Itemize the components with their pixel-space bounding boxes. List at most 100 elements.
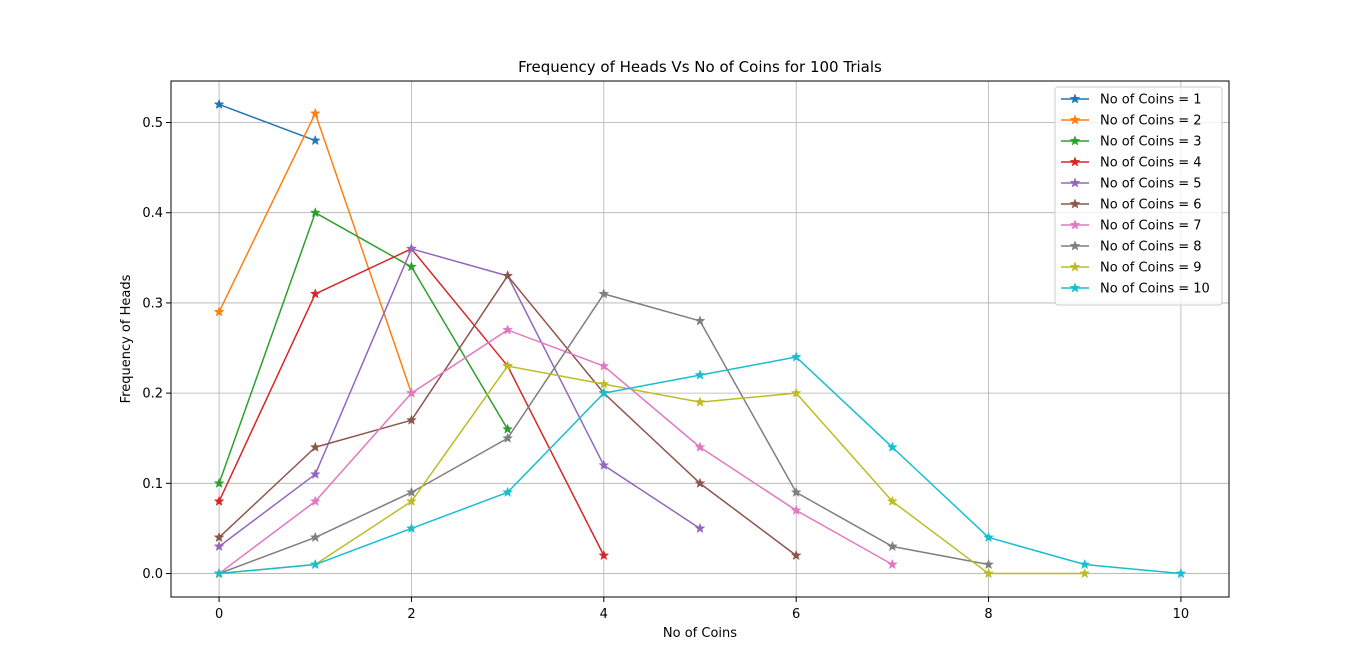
data-point-star [502,423,514,434]
series-line-1 [218,103,316,142]
legend-star-marker [1069,135,1081,146]
data-point-star [406,486,417,497]
data-point-star [694,477,706,488]
series-lines [213,98,1187,579]
y-tick-label: 0.5 [142,116,163,131]
data-point-star [213,567,225,579]
series-6 [213,270,802,561]
data-point-star [502,360,514,371]
x-tick-label: 4 [600,607,608,622]
data-point-star [598,459,610,470]
data-point-star [213,531,225,543]
legend-item: No of Coins = 5 [1061,177,1202,192]
data-point-star [213,477,225,488]
legend-star-marker [1069,198,1081,209]
data-point-star [983,531,994,543]
legend-label: No of Coins = 9 [1100,261,1202,276]
x-tick-label: 6 [792,607,800,622]
data-point-star [694,369,706,380]
legend-label: No of Coins = 2 [1100,114,1202,129]
legend-item: No of Coins = 6 [1061,198,1202,213]
data-point-star [213,540,225,552]
plot-area-frame [170,80,1230,598]
data-point-star [309,531,321,543]
data-point-star [502,270,514,281]
y-axis-ticks: 0.0 0.1 0.2 0.3 0.4 0.5 [142,116,171,582]
data-point-star [886,495,898,506]
legend-item: No of Coins = 3 [1061,135,1202,150]
data-point-star [983,567,994,579]
data-point-star [502,486,514,497]
data-point-star [406,261,417,272]
legend-star-marker [1069,114,1081,125]
x-tick-label: 0 [215,607,223,622]
legend-item: No of Coins = 7 [1061,219,1202,234]
data-point-star [406,243,417,254]
legend-label: No of Coins = 5 [1100,177,1202,192]
series-line-9 [219,365,1085,575]
data-point-star [886,540,898,552]
data-point-star [598,387,610,398]
legend-star-marker [1069,177,1081,188]
data-point-star [309,107,321,119]
legend-item: No of Coins = 1 [1061,93,1202,108]
data-point-star [694,522,706,534]
y-tick-label: 0.4 [142,206,163,221]
data-point-star [406,522,417,534]
y-tick-label: 0.2 [142,387,163,402]
data-point-star [694,441,706,452]
data-point-star [790,351,802,362]
data-point-star [790,486,802,497]
legend-star-marker [1069,156,1081,167]
data-point-star [1079,558,1091,570]
legend-item: No of Coins = 9 [1061,261,1202,276]
data-point-star [790,549,802,561]
series-line-7 [218,329,893,575]
legend: No of Coins = 1 No of Coins = 2 No of Coin… [1054,86,1223,306]
data-point-star [598,288,610,299]
y-tick-label: 0.0 [142,567,163,582]
data-point-star [886,441,898,452]
legend-star-marker [1069,219,1081,230]
legend-box [1054,86,1223,306]
series-1 [213,98,321,146]
legend-star-marker [1069,282,1081,293]
data-point-star [1175,567,1187,579]
data-point-star [790,504,802,516]
data-point-star [886,558,898,570]
legend-label: No of Coins = 7 [1100,219,1202,234]
data-point-star [790,387,802,398]
x-tick-label: 10 [1173,607,1190,622]
data-point-star [406,495,417,506]
data-point-star [309,495,321,506]
data-point-star [309,558,321,570]
legend-item: No of Coins = 4 [1061,156,1202,171]
legend-label: No of Coins = 8 [1100,240,1202,255]
legend-star-marker [1069,261,1081,272]
y-axis-label: Frequency of Heads [119,274,134,403]
legend-item: No of Coins = 10 [1061,282,1210,297]
chart-title: Frequency of Heads Vs No of Coins for 10… [518,58,882,76]
y-tick-label: 0.3 [142,296,163,311]
y-tick-label: 0.1 [142,477,163,492]
legend-label: No of Coins = 10 [1100,282,1210,297]
legend-star-marker [1069,240,1081,251]
data-point-star [502,432,514,443]
data-point-star [502,324,514,335]
x-axis-label: No of Coins [663,626,737,641]
x-tick-label: 8 [984,607,992,622]
data-point-star [309,206,321,218]
data-point-star [694,396,706,407]
data-point-star [406,414,417,425]
data-point-star [213,495,225,506]
legend-label: No of Coins = 1 [1100,93,1202,108]
legend-label: No of Coins = 6 [1100,198,1202,213]
legend-item: No of Coins = 2 [1061,114,1202,129]
legend-item: No of Coins = 8 [1061,240,1202,255]
legend-star-marker [1069,93,1081,104]
series-10 [213,351,1187,579]
data-point-star [406,387,417,398]
legend-label: No of Coins = 3 [1100,135,1202,150]
data-point-star [309,468,321,479]
